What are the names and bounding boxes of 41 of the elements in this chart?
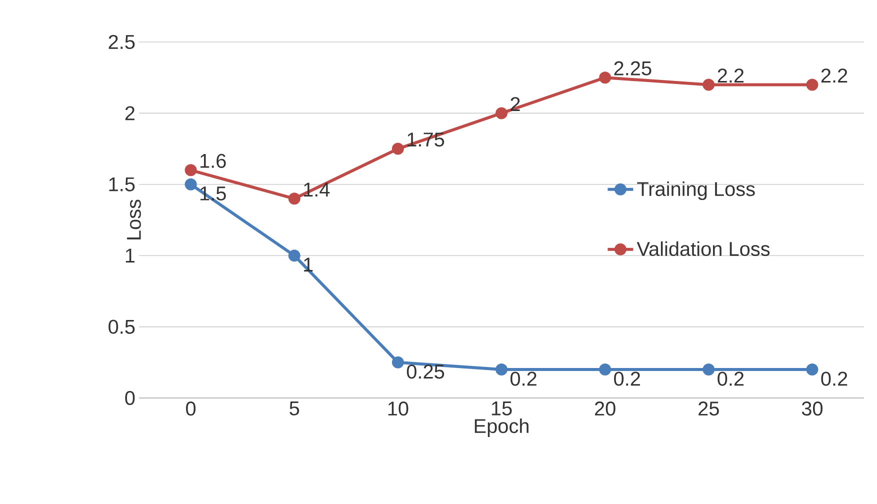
y-tick-label: 1 — [126, 248, 135, 262]
y-axis-title: Loss — [127, 200, 141, 240]
data-label: 0.2 — [614, 372, 640, 386]
point — [599, 72, 612, 84]
data-label: 0.2 — [821, 372, 848, 386]
point — [288, 192, 300, 205]
x-tick-label: 0 — [186, 402, 196, 416]
y-tick-label: 0 — [125, 390, 135, 406]
data-label: 2.2 — [718, 68, 744, 83]
point — [702, 78, 715, 91]
data-label: 1 — [304, 258, 313, 272]
point — [496, 364, 508, 376]
data-label: 0.25 — [406, 364, 444, 379]
y-tick-label: 2 — [125, 106, 134, 120]
x-tick-label: 10 — [388, 402, 408, 416]
x-tick-label: 5 — [290, 402, 300, 416]
y-tick-label: 1.5 — [109, 177, 135, 192]
x-tick-label: 30 — [802, 402, 823, 416]
x-axis-title: Epoch — [474, 418, 528, 438]
point — [392, 356, 404, 368]
point — [702, 364, 715, 376]
point — [806, 78, 818, 91]
data-label: 1.6 — [200, 154, 226, 168]
point — [496, 107, 508, 120]
point — [184, 178, 197, 190]
legend-label: Training Loss — [637, 181, 755, 200]
point — [599, 364, 612, 376]
point — [806, 364, 818, 376]
data-label: 0.2 — [510, 372, 536, 386]
point — [392, 142, 404, 155]
x-tick-label: 15 — [492, 402, 512, 416]
x-tick-label: 20 — [594, 402, 616, 416]
x-tick-label: 25 — [698, 402, 719, 416]
y-tick-label: 0.5 — [108, 320, 135, 334]
y-tick-label: 2.5 — [108, 34, 135, 50]
data-label: 0.2 — [718, 372, 744, 386]
legend-label: Validation Loss — [636, 241, 770, 256]
point — [184, 164, 197, 176]
data-label: 2.2 — [821, 68, 848, 83]
data-label: 2.25 — [614, 61, 652, 76]
point — [288, 250, 300, 262]
